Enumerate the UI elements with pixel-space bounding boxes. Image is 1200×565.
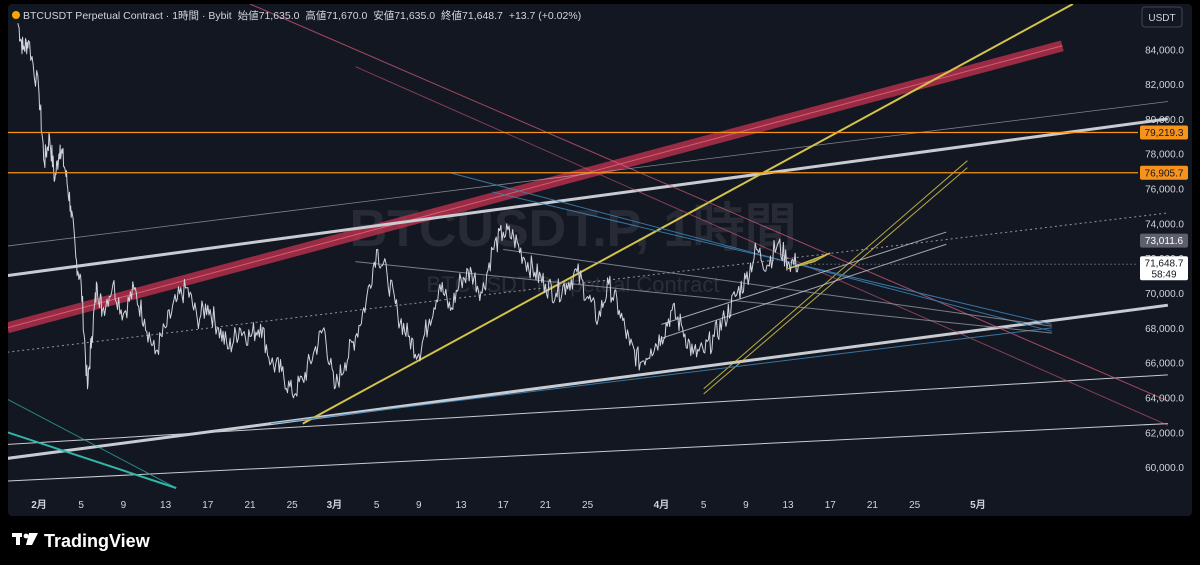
countdown-text: 58:49 [1151, 269, 1176, 280]
marker-badge: 73,011.6 [1140, 233, 1188, 248]
x-tick-label: 13 [160, 500, 172, 511]
x-tick-label: 25 [909, 500, 921, 511]
upper-white-trendline [8, 117, 1169, 278]
y-tick-label: 66,000.0 [1145, 359, 1184, 370]
svg-text:BTCUSDT Perpetual Contract · 1: BTCUSDT Perpetual Contract · 1時間 · Bybit… [23, 9, 581, 22]
tradingview-logo-icon [12, 530, 38, 553]
currency-label[interactable]: USDT [1148, 13, 1175, 24]
x-tick-label: 25 [287, 500, 299, 511]
y-tick-label: 78,000.0 [1145, 150, 1184, 161]
x-tick-label: 21 [540, 500, 552, 511]
y-tick-label: 76,000.0 [1145, 185, 1184, 196]
red-down-line-1 [249, 4, 1169, 402]
red-trend-band-edge [8, 45, 1063, 329]
horizontal-levels [8, 131, 1138, 265]
exchange-logo-icon [12, 11, 20, 19]
grey-wedge-line-1 [661, 231, 947, 325]
close-value: 71,648.7 [462, 10, 503, 22]
grey-converging-line-2 [503, 248, 1052, 327]
symbol-title[interactable]: BTCUSDT Perpetual Contract · 1時間 · Bybit [23, 10, 232, 22]
last-price-text: 71,648.7 [1145, 258, 1184, 269]
x-tick-label: 5月 [970, 499, 986, 511]
x-tick-label: 9 [121, 500, 127, 511]
open-value: 71,635.0 [259, 10, 300, 22]
x-tick-label: 13 [455, 500, 467, 511]
y-tick-label: 62,000.0 [1145, 428, 1184, 439]
x-tick-label: 21 [867, 500, 879, 511]
teal-line-2 [8, 398, 177, 489]
x-tick-label: 17 [202, 500, 214, 511]
red-down-line-2 [355, 66, 1169, 426]
y-tick-label: 84,000.0 [1145, 45, 1184, 56]
grey-wedge-line-2 [661, 243, 947, 339]
open-label: 始値 [238, 9, 259, 22]
y-tick-label: 60,000.0 [1145, 463, 1184, 474]
level-badge-lower: 76,905.7 [1140, 165, 1188, 180]
tradingview-brand[interactable]: TradingView [12, 530, 150, 553]
support-thin-line-2 [8, 423, 1168, 482]
last-price-badge: 71,648.7 58:49 [1140, 256, 1188, 281]
y-tick-label: 80,000.0 [1145, 115, 1184, 126]
btc-price-line [17, 23, 800, 399]
x-tick-label: 17 [498, 500, 510, 511]
close-label: 終値 [441, 9, 462, 22]
y-tick-label: 70,000.0 [1145, 289, 1184, 300]
low-value: 71,635.0 [394, 10, 435, 22]
x-tick-label: 5 [78, 500, 84, 511]
drawings-layer [8, 4, 1169, 489]
y-tick-label: 82,000.0 [1145, 80, 1184, 91]
x-tick-label: 9 [416, 500, 422, 511]
level-badge-lower-text: 76,905.7 [1145, 168, 1184, 179]
x-tick-label: 4月 [654, 499, 670, 511]
x-tick-label: 25 [582, 500, 594, 511]
y-tick-label: 68,000.0 [1145, 324, 1184, 335]
yellow-pennant-shape [787, 252, 831, 270]
marker-badge-text: 73,011.6 [1145, 236, 1184, 247]
footer: TradingView [0, 516, 1200, 565]
blue-descending-line-2 [492, 191, 1052, 325]
teal-line-1 [8, 431, 177, 489]
x-tick-label: 2月 [31, 499, 47, 511]
upper-thin-line [8, 101, 1168, 247]
x-tick-label: 13 [782, 500, 794, 511]
low-label: 安値 [373, 9, 394, 22]
tradingview-brand-name: TradingView [44, 531, 150, 551]
high-label: 高値 [305, 9, 326, 22]
x-tick-label: 9 [743, 500, 749, 511]
symbol-legend: BTCUSDT Perpetual Contract · 1時間 · Bybit… [12, 9, 581, 22]
blue-descending-line-1 [450, 172, 1052, 332]
chart-area[interactable]: BTCUSDT.P, 1時間 BTCUSDT Perpetual Contrac… [8, 4, 1192, 516]
currency-button[interactable]: USDT [1141, 6, 1183, 28]
price-chart[interactable]: BTCUSDT.P, 1時間 BTCUSDT Perpetual Contrac… [8, 4, 1192, 516]
blue-ascending-line [271, 327, 1052, 425]
x-tick-label: 5 [701, 500, 707, 511]
x-tick-label: 17 [825, 500, 837, 511]
x-tick-label: 21 [244, 500, 256, 511]
lower-white-trendline [8, 303, 1169, 460]
support-thin-line-1 [8, 374, 1168, 445]
high-value: 71,670.0 [326, 10, 367, 22]
x-tick-label: 5 [374, 500, 380, 511]
time-axis[interactable]: 2月 5 9 13 17 21 25 3月 5 9 13 17 21 25 4月 5 9 13 17 21 25 5月 [31, 499, 986, 511]
x-tick-label: 3月 [327, 499, 343, 511]
y-tick-label: 74,000.0 [1145, 219, 1184, 230]
level-badge-upper: 79,219.3 [1140, 125, 1188, 140]
price-series [17, 23, 800, 399]
level-badge-upper-text: 79,219.3 [1145, 128, 1184, 139]
y-tick-label: 64,000.0 [1145, 393, 1184, 404]
watermark-main: BTCUSDT.P, 1時間 [350, 200, 797, 258]
change-value: +13.7 (+0.02%) [509, 10, 581, 22]
